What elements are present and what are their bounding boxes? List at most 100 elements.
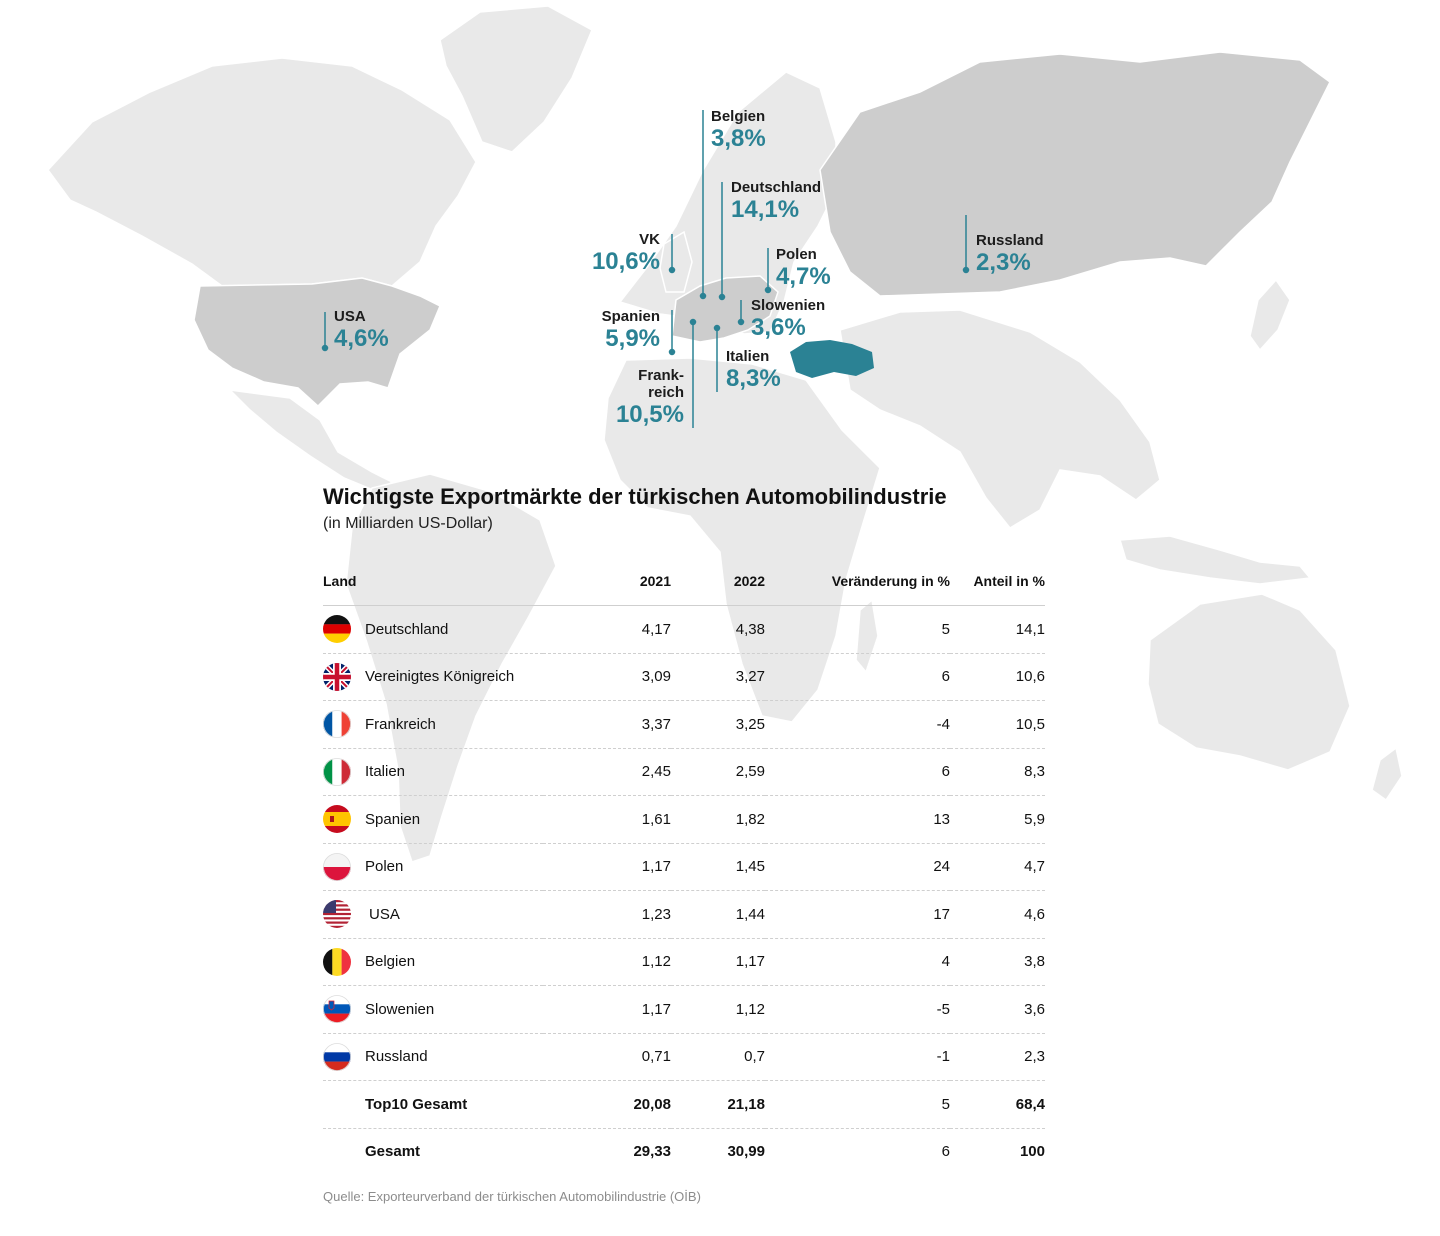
- italy-flag-icon: [323, 757, 351, 786]
- value-2021: 1,17: [543, 985, 671, 1034]
- country-name: Italien: [365, 763, 406, 781]
- value-2021: 2,45: [543, 748, 671, 796]
- callout-value: 3,8%: [711, 125, 766, 152]
- table-row: Polen 1,17 1,45 24 4,7: [323, 843, 1045, 891]
- uk-flag-icon: [323, 662, 351, 691]
- callout-value: 3,6%: [751, 314, 806, 341]
- export-table: Land 2021 2022 Veränderung in % Anteil i…: [323, 557, 1045, 1175]
- table-row-top10-total: Top10 Gesamt 20,08 21,18 5 68,4: [323, 1080, 1045, 1129]
- total-label: Gesamt: [365, 1143, 421, 1161]
- country-name: Deutschland: [365, 620, 449, 638]
- value-2022: 0,7: [671, 1033, 765, 1081]
- value-2022: 2,59: [671, 748, 765, 796]
- value-2021: 3,09: [543, 653, 671, 701]
- callout-name: Russland: [976, 232, 1044, 249]
- value-change: -5: [765, 985, 950, 1034]
- value-2021: 20,08: [543, 1080, 671, 1129]
- callout-name: Deutschland: [731, 179, 822, 196]
- header-change: Veränderung in %: [765, 557, 950, 606]
- value-share: 8,3: [950, 748, 1045, 796]
- callout-value: 4,7%: [776, 263, 831, 290]
- belgium-flag-icon: [323, 947, 351, 976]
- country-name: Polen: [365, 858, 404, 876]
- callout-name: Belgien: [711, 108, 766, 125]
- header-2021: 2021: [543, 557, 671, 606]
- russia-flag-icon: [323, 1042, 351, 1071]
- value-change: 6: [765, 653, 950, 701]
- value-2022: 3,25: [671, 700, 765, 749]
- country-name: Russland: [365, 1048, 428, 1066]
- value-share: 100: [1019, 1143, 1045, 1161]
- france-flag-icon: [323, 710, 351, 739]
- value-change: 6: [941, 1143, 950, 1161]
- value-2022: 1,45: [671, 843, 765, 891]
- callout-name: Frank-: [638, 367, 684, 384]
- value-share: 3,8: [950, 938, 1045, 986]
- uk-shape: [659, 230, 693, 293]
- callout-belgien: Belgien 3,8%: [711, 108, 766, 152]
- value-share: 2,3: [950, 1033, 1045, 1081]
- value-share: 10,6: [950, 653, 1045, 701]
- value-change: 5: [765, 605, 950, 654]
- europe-export-countries-shape: [671, 275, 779, 343]
- value-share: 4,7: [950, 843, 1045, 891]
- callout-name: Spanien: [601, 308, 660, 325]
- callout-name: USA: [334, 308, 366, 325]
- table-row: Deutschland 4,17 4,38 5 14,1: [323, 605, 1045, 654]
- callout-name: VK: [639, 231, 660, 248]
- value-2022: 21,18: [671, 1080, 765, 1129]
- callout-vk: VK 10,6%: [580, 231, 660, 275]
- value-2021: 29,33: [633, 1143, 671, 1161]
- callout-value: 2,3%: [976, 249, 1031, 276]
- value-2022: 1,82: [671, 795, 765, 844]
- callout-value: 4,6%: [334, 325, 389, 352]
- table-row: Vereinigtes Königreich 3,09 3,27 6 10,6: [323, 653, 1045, 701]
- value-share: 10,5: [950, 700, 1045, 749]
- australia-shape: [1147, 593, 1351, 771]
- callout-frankreich: Frank- reich 10,5%: [590, 367, 684, 428]
- header-2022: 2022: [671, 557, 765, 606]
- header-land: Land: [323, 557, 543, 606]
- table-header-row: Land 2021 2022 Veränderung in % Anteil i…: [323, 557, 1045, 606]
- chart-title: Wichtigste Exportmärkte der türkischen A…: [323, 484, 947, 509]
- poland-flag-icon: [323, 852, 351, 881]
- callout-name-line2: reich: [648, 384, 684, 401]
- value-share: 68,4: [950, 1080, 1045, 1129]
- callout-polen: Polen 4,7%: [776, 246, 831, 290]
- callout-italien: Italien 8,3%: [726, 348, 781, 392]
- value-2021: 3,37: [543, 700, 671, 749]
- value-2021: 1,61: [543, 795, 671, 844]
- value-2021: 1,23: [543, 890, 671, 939]
- country-name: Slowenien: [365, 1000, 435, 1018]
- value-share: 3,6: [950, 985, 1045, 1034]
- callout-value: 8,3%: [726, 365, 781, 392]
- canada-shape: [47, 57, 477, 287]
- slovenia-flag-icon: [323, 995, 351, 1024]
- value-2022: 1,17: [671, 938, 765, 986]
- mexico-shape: [227, 388, 394, 493]
- country-name: USA: [369, 905, 400, 923]
- callout-russland: Russland 2,3%: [976, 232, 1044, 276]
- value-2021: 1,17: [543, 843, 671, 891]
- callout-name: Italien: [726, 348, 770, 365]
- callout-spanien: Spanien 5,9%: [580, 308, 660, 352]
- value-2022: 3,27: [671, 653, 765, 701]
- callout-value: 14,1%: [731, 196, 800, 223]
- value-share: 14,1: [950, 605, 1045, 654]
- value-2022: 1,44: [671, 890, 765, 939]
- spain-flag-icon: [323, 805, 351, 834]
- value-2021: 0,71: [543, 1033, 671, 1081]
- source-note: Quelle: Exporteurverband der türkischen …: [323, 1189, 701, 1204]
- callout-usa: USA 4,6%: [334, 308, 389, 352]
- value-change: 6: [765, 748, 950, 796]
- callout-deutschland: Deutschland 14,1%: [731, 179, 821, 223]
- new-zealand-shape: [1371, 746, 1403, 802]
- value-change: -4: [765, 700, 950, 749]
- usa-shape: [193, 277, 441, 408]
- table-row: Frankreich 3,37 3,25 -4 10,5: [323, 700, 1045, 749]
- value-2022: 30,99: [727, 1143, 765, 1161]
- value-share: 4,6: [950, 890, 1045, 939]
- germany-flag-icon: [323, 615, 351, 644]
- value-2022: 4,38: [671, 605, 765, 654]
